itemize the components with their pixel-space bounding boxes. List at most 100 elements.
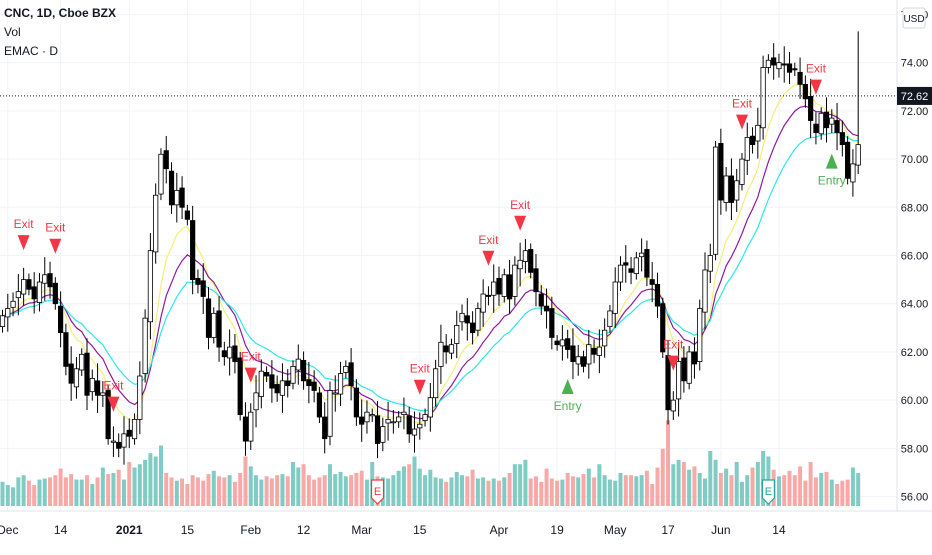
candle-body [269, 374, 275, 389]
candle-body [776, 62, 782, 70]
candle-body [300, 359, 307, 382]
candle-body [617, 264, 624, 283]
volume-bar [301, 464, 306, 506]
candle-body [179, 187, 185, 208]
y-tick-label: 64.00 [901, 299, 929, 311]
y-axis: 56.00 58.00 60.00 62.00 64.00 66.00 68.00 70.00… [901, 9, 929, 503]
exit-marker [514, 215, 527, 231]
volume-bar [576, 477, 581, 506]
volume-bar [232, 481, 237, 506]
x-tick-label: Apr [490, 523, 509, 537]
candle-body [802, 83, 808, 100]
volume-bar [32, 485, 37, 506]
volume-bar [708, 451, 713, 506]
candle-body [438, 341, 444, 367]
candle-body [797, 71, 803, 85]
volume-bar [354, 473, 359, 506]
candle-body [459, 312, 465, 323]
currency-button[interactable]: USD [902, 7, 926, 29]
x-tick-label: 19 [550, 523, 564, 537]
candle-body [538, 293, 544, 307]
earnings-icon[interactable] [761, 479, 775, 505]
x-tick-label: Jun [711, 523, 730, 537]
volume-bar [428, 469, 433, 506]
candle-body [110, 440, 117, 443]
candle-body [491, 281, 497, 296]
volume-bar [90, 484, 95, 506]
last-price-value: 72.62 [901, 91, 929, 103]
volume-bar [718, 473, 723, 506]
candle-body [348, 362, 354, 387]
candle-body [374, 415, 381, 444]
volume-bar [349, 475, 354, 506]
ema-mid-line [2, 105, 859, 420]
candle-body [570, 345, 576, 362]
candle-body [707, 255, 713, 272]
x-tick-label: 2021 [116, 523, 143, 537]
volume-bar [164, 473, 169, 506]
volume-bar [819, 473, 824, 506]
volume-bar [697, 473, 702, 506]
candle-body [253, 392, 259, 411]
volume-bar [470, 469, 475, 506]
volume-bar [127, 462, 132, 506]
volume-bar [444, 481, 449, 506]
candle-body [10, 300, 16, 308]
volume-bar [69, 474, 74, 506]
volume-bar [206, 474, 211, 506]
exit-marker [49, 238, 62, 254]
volume-bar [544, 468, 549, 506]
axes [0, 0, 932, 512]
volume-bar [26, 480, 31, 506]
candle-body [364, 411, 370, 423]
candle-body [712, 146, 719, 255]
volume-bar [555, 480, 560, 506]
volume-indicator-label[interactable]: Vol [4, 25, 21, 39]
volume-bar [835, 484, 840, 506]
candle-body [639, 252, 645, 258]
currency-label[interactable]: USD [903, 14, 924, 25]
ema-indicator-label[interactable]: EMAC · D [4, 44, 58, 58]
volume-bar [42, 478, 47, 506]
candle-body [485, 294, 492, 297]
candle-body [15, 291, 21, 299]
symbol-title[interactable]: CNC, 1D, Cboe BZX [4, 6, 117, 20]
candle-body [200, 280, 206, 297]
x-tick-label: 15 [181, 523, 195, 537]
exit-label: Exit [806, 62, 827, 76]
entry-marker [561, 379, 574, 395]
volume-bar [227, 475, 232, 506]
candle-body [263, 372, 270, 377]
candle-body [190, 220, 196, 281]
volume-bar [597, 464, 602, 506]
volume-bar [676, 459, 681, 506]
volume-bar [734, 462, 739, 506]
earnings-icon[interactable] [370, 479, 385, 505]
earnings-icon-label: E [765, 486, 772, 498]
volume-bar [100, 467, 105, 506]
candle-body [469, 322, 476, 334]
candle-body [760, 67, 766, 129]
volume-bar [634, 476, 639, 506]
exit-label: Exit [732, 97, 753, 111]
exit-marker [413, 379, 426, 395]
candle-body [496, 277, 502, 295]
volume-bar [169, 477, 174, 506]
volume-bar [808, 462, 813, 506]
entry-marker [825, 153, 838, 169]
volume-bar [312, 479, 317, 506]
volume-bar [269, 478, 274, 506]
candle-body [665, 355, 671, 411]
candle-body [686, 351, 692, 384]
volume-bar [58, 468, 63, 506]
volume-bar [528, 478, 533, 506]
volume-bar [782, 475, 787, 506]
x-tick-label: 14 [772, 523, 786, 537]
x-tick-label: 14 [54, 523, 68, 537]
exit-marker [17, 235, 30, 251]
y-tick-label: 70.00 [901, 154, 929, 166]
volume-bar [565, 473, 570, 506]
